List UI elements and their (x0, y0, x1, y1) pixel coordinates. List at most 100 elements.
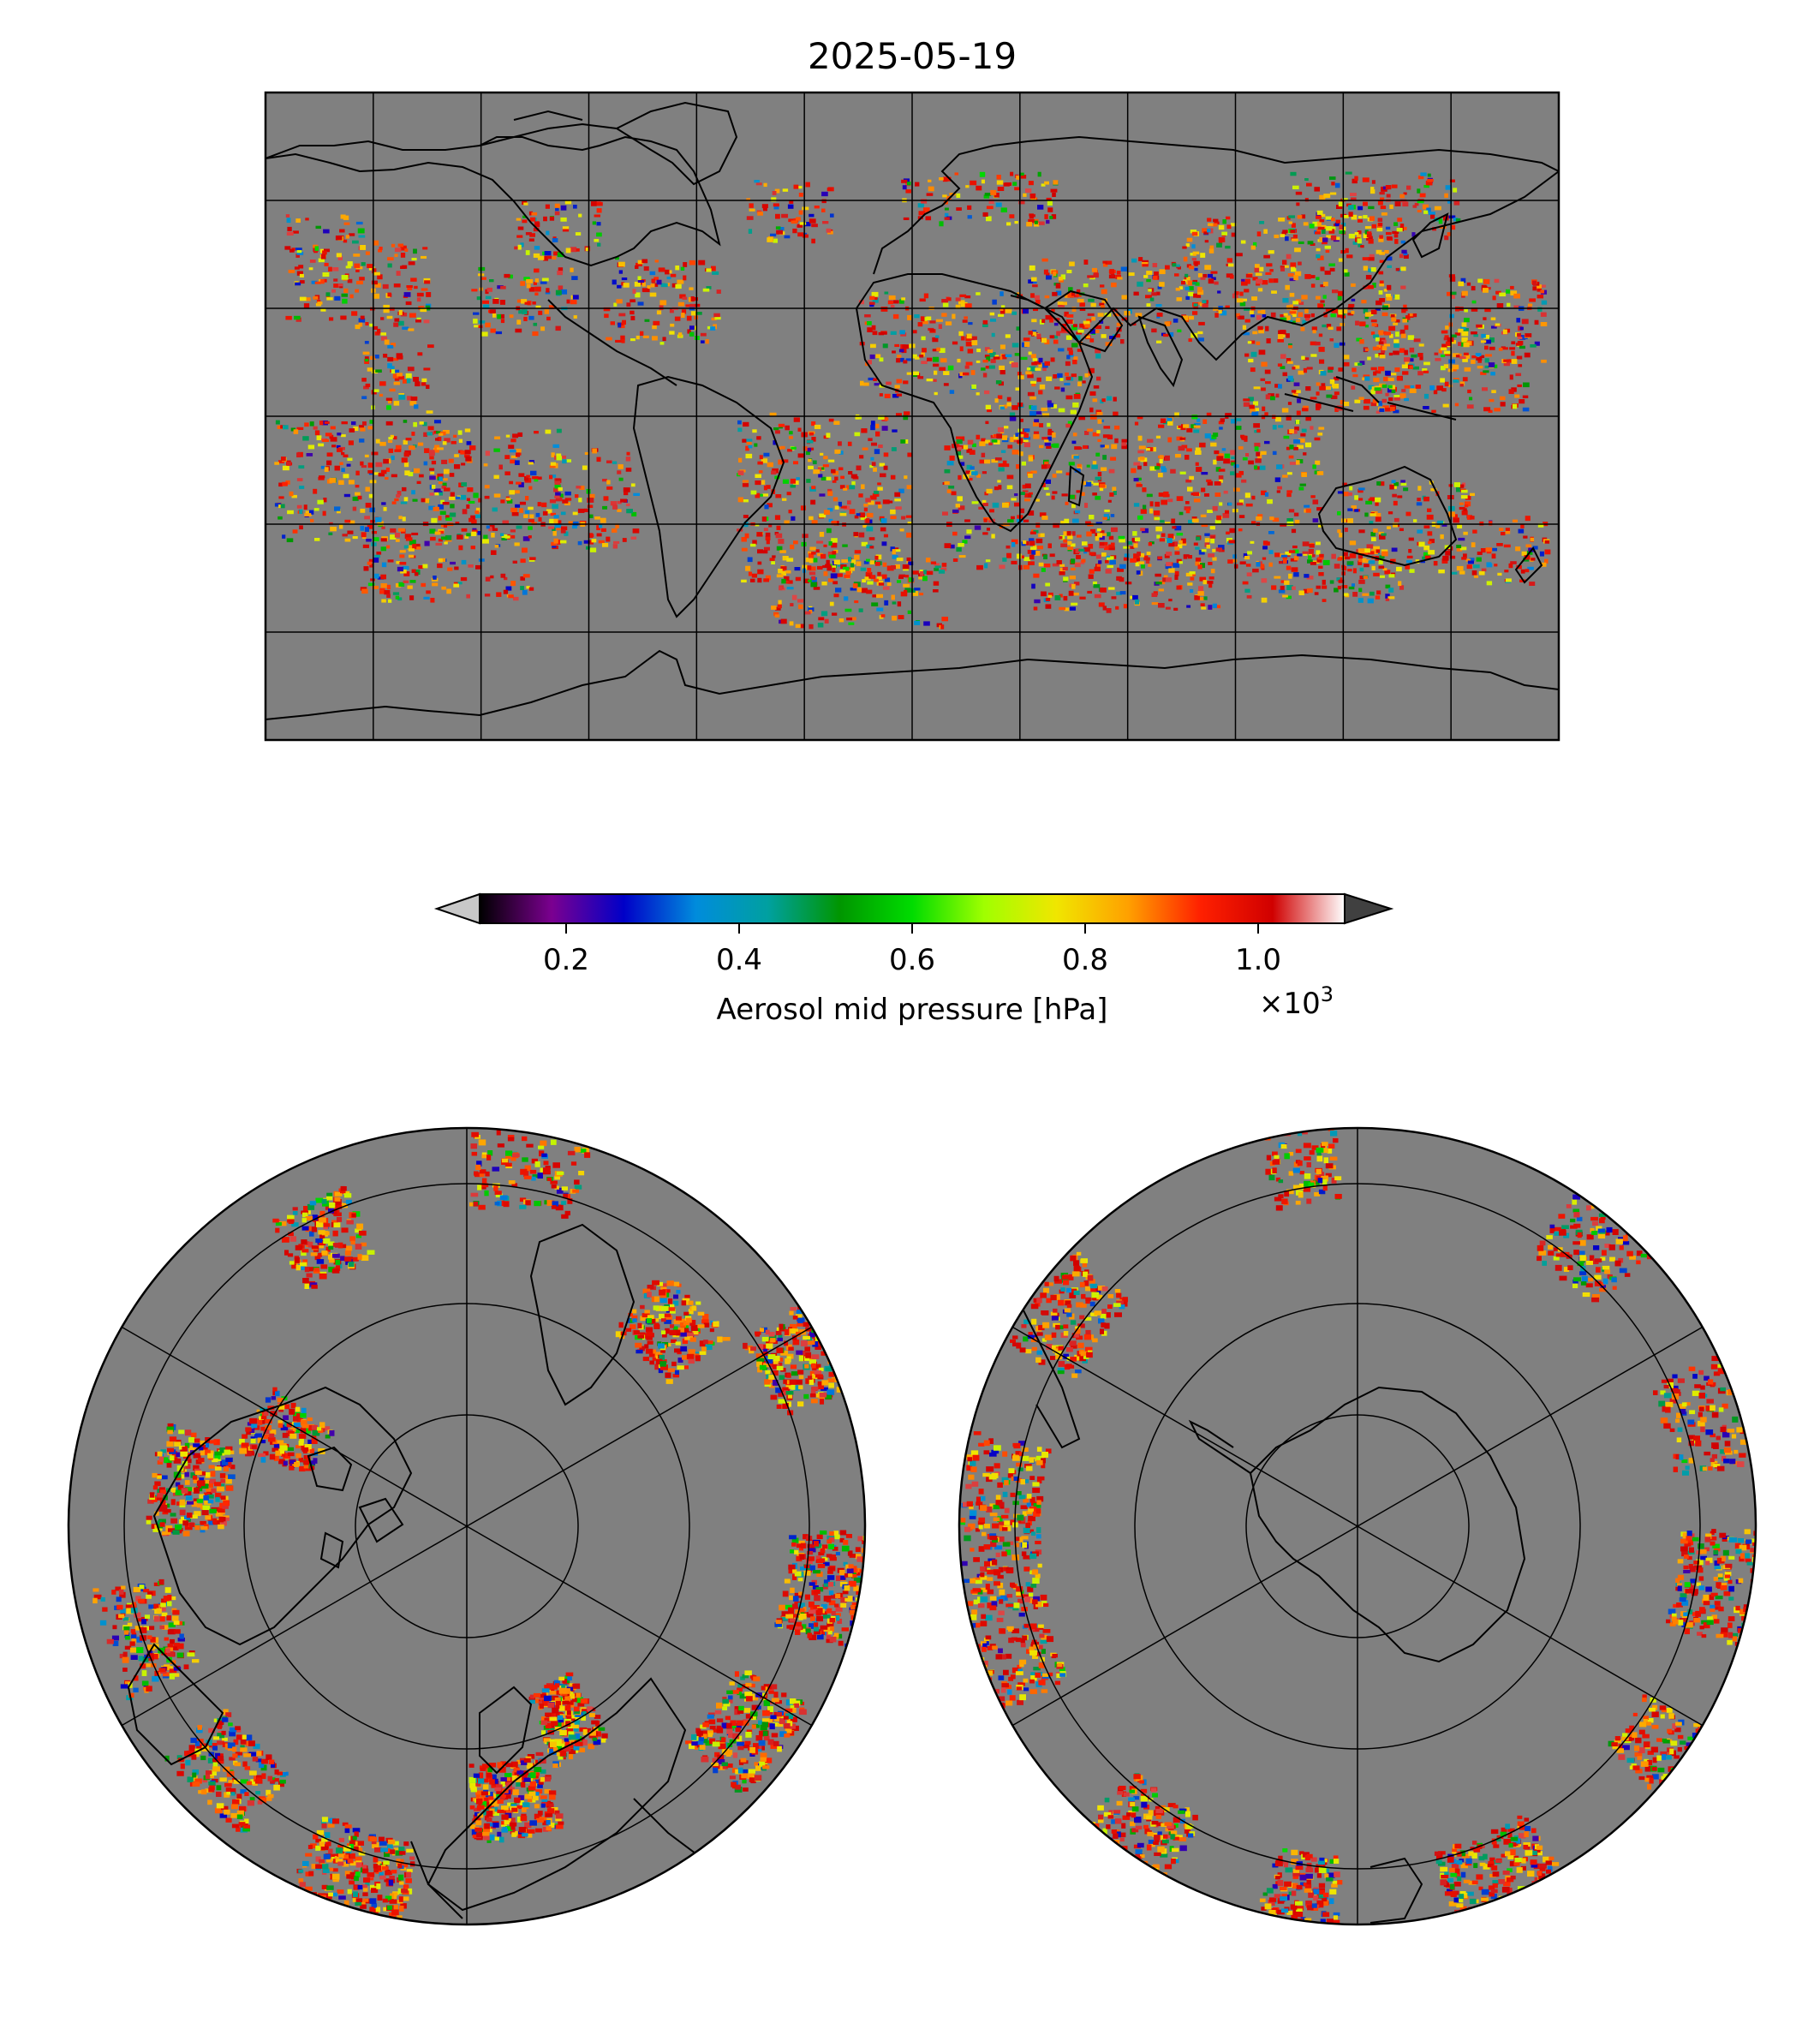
aerosol-cell (570, 247, 577, 253)
aerosol-cell (557, 252, 564, 258)
aerosol-cell (755, 523, 760, 527)
aerosol-cell (296, 1418, 304, 1423)
aerosol-cell (522, 215, 527, 218)
aerosol-cell (190, 1472, 197, 1478)
aerosol-cell (410, 397, 418, 401)
aerosol-cell (1373, 546, 1380, 550)
aerosol-cell (320, 279, 325, 284)
aerosol-cell (208, 1450, 214, 1454)
aerosol-cell (403, 292, 411, 297)
aerosol-cell (1019, 508, 1025, 514)
aerosol-cell (218, 1524, 224, 1530)
aerosol-cell (1525, 544, 1532, 548)
aerosol-cell (1261, 387, 1266, 391)
aerosol-cell (304, 513, 312, 516)
aerosol-cell (1184, 455, 1190, 460)
aerosol-cell (206, 1488, 213, 1492)
aerosol-cell (1483, 407, 1491, 412)
aerosol-cell (1015, 433, 1019, 437)
aerosol-cell (1489, 337, 1495, 343)
aerosol-cell (1461, 337, 1468, 343)
aerosol-cell (1183, 554, 1190, 558)
aerosol-cell (571, 276, 578, 281)
aerosol-cell (834, 449, 841, 454)
aerosol-cell (1459, 546, 1467, 551)
aerosol-cell (1136, 484, 1143, 487)
aerosol-cell (971, 471, 978, 475)
aerosol-cell (897, 580, 902, 583)
aerosol-cell (182, 1531, 190, 1537)
aerosol-cell (1023, 342, 1030, 348)
aerosol-cell (856, 414, 860, 420)
aerosol-cell (199, 1447, 204, 1451)
aerosol-cell (998, 467, 1005, 472)
aerosol-cell (1083, 547, 1090, 552)
aerosol-cell (1077, 534, 1082, 538)
aerosol-cell (1145, 560, 1150, 564)
aerosol-cell (474, 325, 480, 328)
aerosol-cell (1159, 455, 1164, 460)
aerosol-cell (1047, 594, 1053, 599)
aerosol-cell (1059, 279, 1064, 283)
aerosol-cell (780, 566, 787, 570)
aerosol-cell (409, 540, 416, 546)
aerosol-cell (746, 439, 753, 442)
aerosol-cell (656, 310, 662, 315)
aerosol-cell (1029, 540, 1035, 546)
aerosol-cell (1364, 230, 1369, 235)
aerosol-cell (393, 283, 401, 288)
aerosol-cell (1149, 466, 1156, 471)
aerosol-cell (1426, 514, 1434, 520)
aerosol-cell (964, 365, 970, 369)
aerosol-cell (442, 430, 450, 434)
aerosol-cell (1071, 343, 1078, 348)
aerosol-cell (223, 1466, 229, 1472)
aerosol-cell (359, 439, 365, 443)
aerosol-cell (245, 1451, 252, 1457)
aerosol-cell (1463, 553, 1467, 558)
aerosol-cell (198, 1458, 205, 1463)
aerosol-cell (1034, 419, 1040, 423)
aerosol-cell (997, 395, 1003, 399)
aerosol-cell (1100, 284, 1105, 288)
aerosol-cell (1019, 172, 1024, 176)
aerosol-cell (449, 473, 455, 477)
aerosol-cell (188, 1446, 195, 1452)
aerosol-cell (146, 1519, 152, 1525)
aerosol-cell (520, 586, 525, 591)
aerosol-cell (1503, 544, 1511, 548)
aerosol-cell (805, 558, 813, 563)
aerosol-cell (1079, 307, 1086, 312)
aerosol-cell (1519, 326, 1524, 331)
aerosol-cell (1164, 321, 1170, 326)
aerosol-cell (1337, 313, 1344, 318)
aerosol-cell (441, 459, 448, 464)
aerosol-cell (800, 624, 804, 629)
aerosol-cell (658, 267, 665, 272)
aerosol-cell (1036, 546, 1043, 550)
aerosol-cell (1466, 564, 1472, 570)
aerosol-cell (1363, 233, 1369, 238)
aerosol-cell (1396, 376, 1402, 381)
aerosol-cell (1231, 462, 1236, 466)
aerosol-cell (391, 474, 397, 478)
aerosol-cell (871, 325, 876, 331)
aerosol-cell (1471, 300, 1477, 304)
aerosol-cell (220, 1478, 226, 1483)
aerosol-cell (1113, 491, 1117, 496)
aerosol-cell (1393, 339, 1399, 343)
aerosol-cell (1337, 558, 1342, 561)
aerosol-cell (966, 464, 972, 470)
aerosol-cell (1214, 221, 1220, 225)
aerosol-cell (1142, 528, 1149, 534)
aerosol-cell (494, 545, 499, 548)
aerosol-cell (446, 588, 451, 594)
aerosol-cell (1316, 382, 1321, 386)
aerosol-cell (630, 299, 636, 302)
aerosol-cell (578, 498, 582, 503)
aerosol-cell (617, 470, 622, 474)
aerosol-cell (946, 297, 952, 301)
aerosol-cell (1031, 361, 1037, 366)
aerosol-cell (1448, 215, 1456, 219)
aerosol-cell (1146, 493, 1153, 498)
